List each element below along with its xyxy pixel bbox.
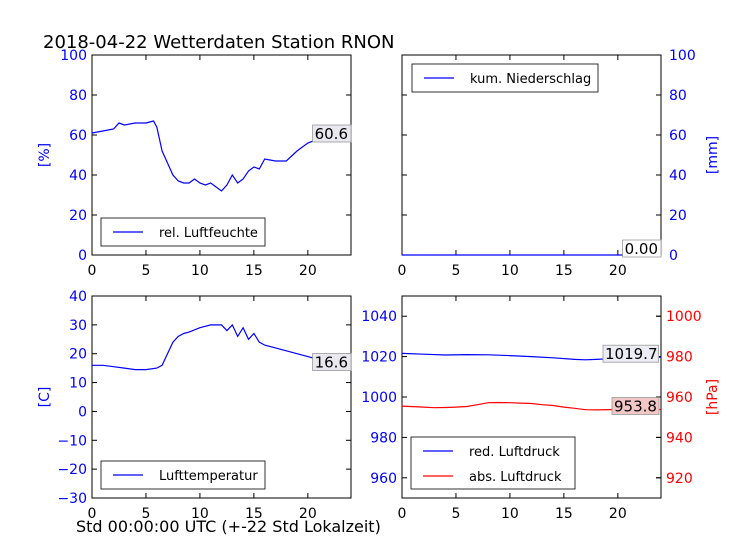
x-tick-label: 10 xyxy=(191,263,209,279)
x-tick-label: 0 xyxy=(398,263,407,279)
y-axis-label: [hPa] xyxy=(705,379,721,415)
x-tick-label: 20 xyxy=(609,506,627,522)
y-tick-label: 40 xyxy=(69,289,87,305)
x-tick-label: 10 xyxy=(501,506,519,522)
y-axis-label: [mm] xyxy=(705,136,721,174)
legend-label: red. Luftdruck xyxy=(469,445,560,460)
legend-label: Lufttemperatur xyxy=(159,469,258,484)
y-axis-label: [%] xyxy=(37,143,53,167)
x-tick-label: 5 xyxy=(451,506,460,522)
legend-label: rel. Luftfeuchte xyxy=(159,226,258,241)
y-right-tick-label: 940 xyxy=(666,430,693,446)
x-tick-label: 15 xyxy=(245,263,263,279)
y-tick-label: 20 xyxy=(69,347,87,363)
last-value-box xyxy=(602,344,659,363)
panel-bottom-left: 0 5 10 15 20 −30 −20 −10 0 10 20 30 40 [C] 16.6 Lufttem… xyxy=(37,289,352,522)
last-value-label: 1019.7 xyxy=(605,345,658,363)
y-right-tick-label: 980 xyxy=(666,350,693,366)
legend-box xyxy=(410,436,576,490)
plot-frame xyxy=(91,54,352,256)
y-axis-label: [C] xyxy=(37,387,53,408)
y-right-tick-label: 1000 xyxy=(666,309,702,325)
last-value-label: 60.6 xyxy=(315,125,348,143)
last-value-box xyxy=(312,353,352,371)
y-tick-label: 60 xyxy=(69,128,87,144)
x-tick-label: 5 xyxy=(141,506,150,522)
figure-title: 2018-04-22 Wetterdaten Station RNON xyxy=(43,32,394,53)
y-tick-label: 80 xyxy=(669,88,687,104)
x-tick-label: 10 xyxy=(191,506,209,522)
plot-frame xyxy=(91,295,352,499)
y-tick-label: 100 xyxy=(60,48,87,64)
y-tick-label: −10 xyxy=(57,433,87,449)
y-tick-label: 0 xyxy=(78,404,87,420)
x-tick-label: 20 xyxy=(299,506,317,522)
x-tick-label: 15 xyxy=(555,263,573,279)
y-tick-label: 0 xyxy=(78,248,87,264)
figure-xlabel: Std 00:00:00 UTC (+-22 Std Lokalzeit) xyxy=(76,517,381,536)
last-value-label: 0.00 xyxy=(625,240,658,258)
y-tick-label: 30 xyxy=(69,318,87,334)
y-tick-label: 20 xyxy=(669,208,687,224)
last-value-box xyxy=(611,397,660,415)
panel-bottom-right: 0 5 10 15 20 960 980 1000 1020 1040 920 940 960 980 10… xyxy=(361,295,721,522)
last-value-label: 16.6 xyxy=(315,354,348,372)
y-tick-label: −20 xyxy=(57,462,87,478)
y-tick-label: 1040 xyxy=(361,309,397,325)
y-tick-label: −30 xyxy=(57,491,87,507)
x-tick-label: 15 xyxy=(245,506,263,522)
x-tick-label: 15 xyxy=(555,506,573,522)
last-value-box xyxy=(622,239,662,258)
y-tick-label: 60 xyxy=(669,128,687,144)
x-tick-label: 5 xyxy=(141,263,150,279)
last-value-label: 953.8 xyxy=(614,398,657,416)
series-line-1 xyxy=(91,120,352,192)
y-tick-label: 1000 xyxy=(361,390,397,406)
y-tick-label: 0 xyxy=(669,248,678,264)
y-right-tick-label: 960 xyxy=(666,390,693,406)
y-tick-label: 100 xyxy=(669,48,696,64)
y-tick-label: 960 xyxy=(370,471,397,487)
series-line-1 xyxy=(92,323,352,371)
y-tick-label: 40 xyxy=(669,168,687,184)
x-tick-label: 20 xyxy=(299,263,317,279)
x-tick-label: 10 xyxy=(501,263,519,279)
legend-label: abs. Luftdruck xyxy=(469,470,562,485)
last-value-box xyxy=(312,124,352,143)
y-right-tick-label: 920 xyxy=(666,471,693,487)
series-line-2 xyxy=(401,401,662,411)
x-tick-label: 0 xyxy=(88,263,97,279)
panel-top-left: 0 5 10 15 20 0 20 40 60 80 100 [%] 60.6 rel. Luftfeuc… xyxy=(37,48,352,279)
x-tick-label: 0 xyxy=(88,506,97,522)
y-tick-label: 1020 xyxy=(361,350,397,366)
x-tick-label: 5 xyxy=(451,263,460,279)
y-tick-label: 10 xyxy=(69,376,87,392)
x-tick-label: 20 xyxy=(609,263,627,279)
y-tick-label: 40 xyxy=(69,168,87,184)
x-tick-label: 0 xyxy=(398,506,407,522)
y-tick-label: 980 xyxy=(370,430,397,446)
panel-top-right: 0 5 10 15 20 0 20 40 60 80 100 [mm] 0.00 kum. Nieders… xyxy=(398,48,721,279)
y-tick-label: 80 xyxy=(69,88,87,104)
legend-label: kum. Niederschlag xyxy=(470,72,591,87)
y-tick-label: 20 xyxy=(69,208,87,224)
